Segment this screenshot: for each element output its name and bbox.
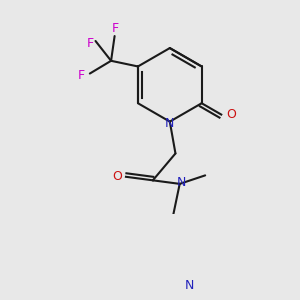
Text: N: N	[165, 116, 175, 130]
Text: N: N	[176, 176, 186, 189]
Text: O: O	[226, 108, 236, 121]
Text: N: N	[184, 279, 194, 292]
Text: F: F	[86, 37, 93, 50]
Text: F: F	[112, 22, 119, 35]
Text: F: F	[78, 69, 85, 82]
Text: O: O	[112, 170, 122, 183]
